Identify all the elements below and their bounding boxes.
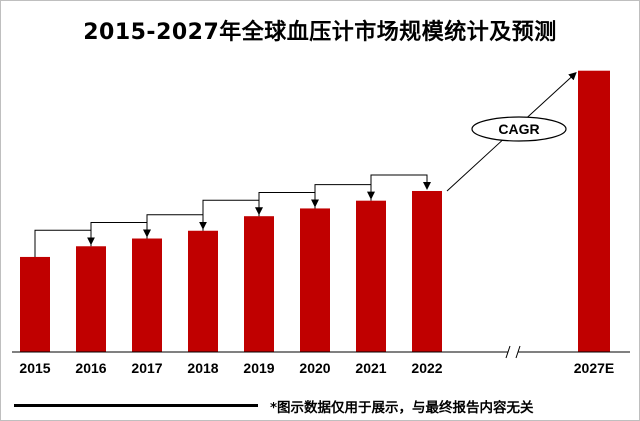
bar-2022 (412, 190, 442, 352)
growth-step-arrow (370, 174, 431, 201)
axis-break-mark (505, 345, 511, 359)
x-tick-label: 2015 (19, 360, 50, 376)
x-tick-label: 2027E (574, 360, 614, 376)
axis-break-mark (515, 345, 521, 359)
bar-2017 (132, 238, 162, 352)
bar-2018 (188, 230, 218, 352)
x-tick-label: 2016 (75, 360, 106, 376)
bar-2020 (300, 208, 330, 352)
x-tick-label: 2019 (243, 360, 274, 376)
x-tick-label: 2022 (411, 360, 442, 376)
x-tick-label: 2017 (131, 360, 162, 376)
bar-2019 (244, 216, 274, 352)
footnote: *图示数据仅用于展示，与最终报告内容无关 (270, 400, 534, 416)
bar-2021 (356, 200, 386, 352)
chart-title: 2015-2027年全球血压计市场规模统计及预测 (83, 20, 557, 45)
x-tick-label: 2020 (299, 360, 330, 376)
footnote-rule (14, 404, 258, 407)
cagr-badge (471, 116, 567, 142)
cagr-label: CAGR (498, 121, 539, 137)
bar-2015 (20, 256, 50, 352)
x-tick-label: 2021 (355, 360, 386, 376)
bar-2027E (578, 70, 610, 352)
bar-2016 (76, 246, 106, 352)
x-tick-label: 2018 (187, 360, 218, 376)
